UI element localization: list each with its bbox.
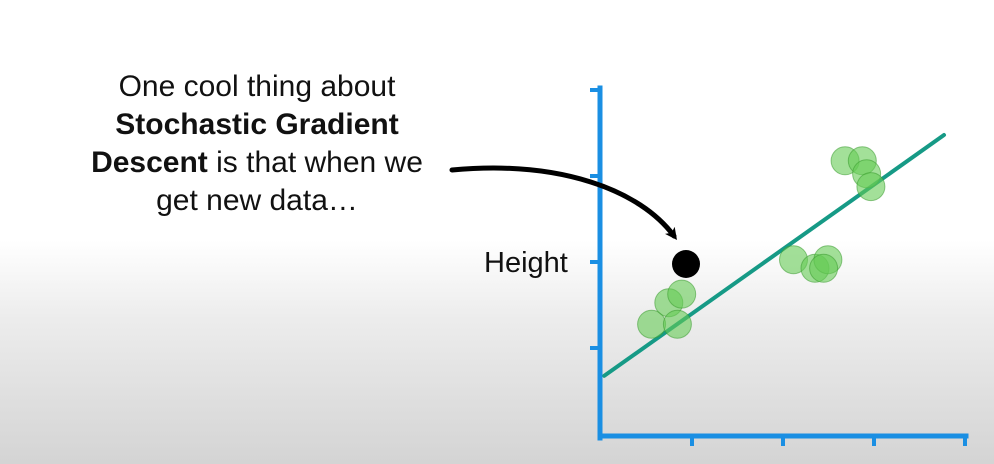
caption-line-3-rest: is that when we: [207, 146, 423, 179]
data-point: [667, 279, 697, 309]
caption-line-1: One cool thing about: [118, 70, 396, 103]
caption-text: One cool thing about Stochastic Gradient…: [52, 68, 462, 220]
data-point: [662, 309, 692, 339]
caption-line-2: Stochastic Gradient: [115, 108, 399, 141]
data-points: [637, 146, 886, 339]
axes: [590, 85, 969, 446]
caption-line-4: get new data…: [156, 184, 358, 217]
pointer-arrow: [449, 165, 677, 241]
data-point: [856, 172, 886, 202]
data-point: [809, 253, 839, 283]
caption-line-3-bold: Descent: [91, 146, 208, 179]
caption-line-3: Descent is that when we: [52, 144, 462, 182]
fitted-line: [602, 133, 946, 378]
y-axis-label: Height: [484, 247, 568, 279]
new-data-point: [672, 250, 700, 278]
